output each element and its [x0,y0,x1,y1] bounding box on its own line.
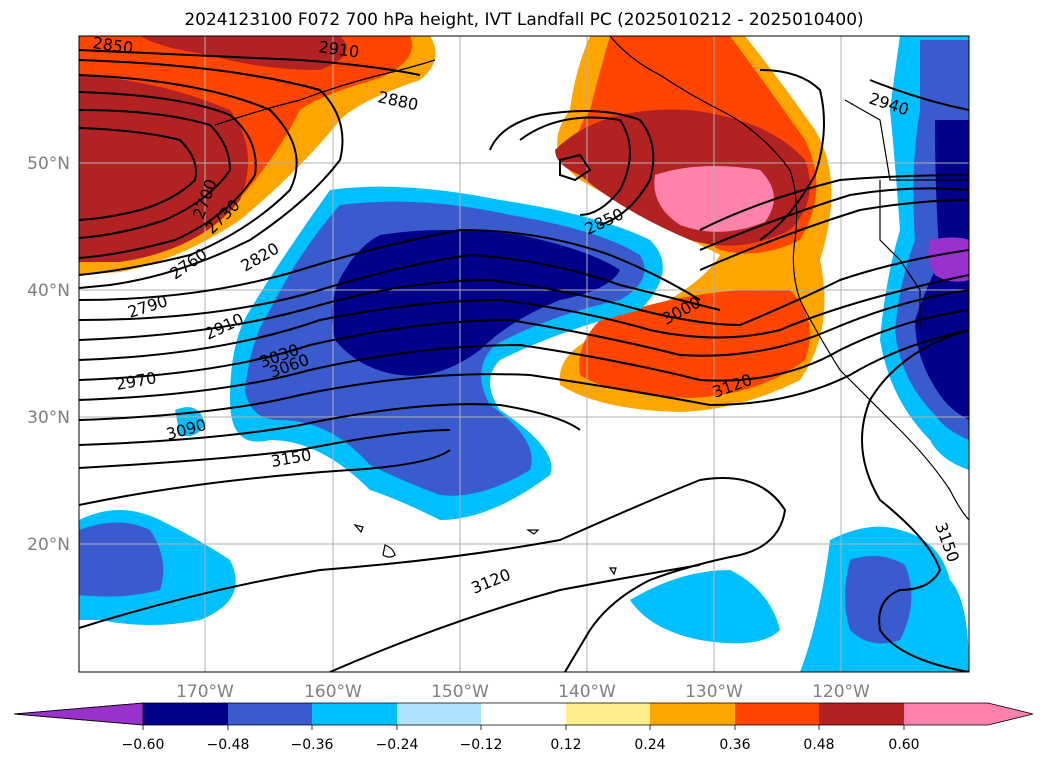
colorbar-tick: 0.60 [888,737,919,753]
colorbar-swatch [228,703,312,725]
coastlines [214,36,969,576]
colorbar-swatch [481,703,566,725]
colorbar-tick: 0.48 [803,737,834,753]
colorbar-swatch [312,703,397,725]
colorbar-swatch [397,703,481,725]
map-panel: 2850 2910 2880 2940 2700 2730 2760 2790 … [79,33,969,672]
colorbar: −0.60 −0.48 −0.36 −0.24 −0.12 0.12 0.24 … [13,702,1034,753]
lon-label: 130°W [685,682,743,702]
colorbar-tick: 0.36 [719,737,750,753]
figure-title: 2024123100 F072 700 hPa height, IVT Land… [184,10,863,30]
lat-label: 40°N [27,281,70,301]
colorbar-swatch [819,703,904,725]
colorbar-tick: −0.24 [376,737,419,753]
contour-label: 2850 [91,33,134,57]
colorbar-tick: −0.60 [122,737,165,753]
colorbar-min-extend [13,702,144,726]
colorbar-max-extend [904,703,1033,725]
lon-label: 140°W [558,682,616,702]
lon-label: 170°W [176,682,234,702]
longitude-labels: 170°W 160°W 150°W 140°W 130°W 120°W [176,682,870,702]
colorbar-swatch [566,703,650,725]
lon-label: 150°W [431,682,489,702]
latitude-labels: 50°N 40°N 30°N 20°N [27,154,70,555]
height-contours [79,49,969,672]
lon-label: 120°W [812,682,870,702]
map-frame [78,35,970,673]
colorbar-tick: −0.12 [460,737,503,753]
lat-label: 50°N [27,154,70,174]
lat-label: 30°N [27,408,70,428]
positive-anomaly-nw [79,36,436,275]
negative-anomaly-coast [880,36,969,470]
lat-label: 20°N [27,535,70,555]
colorbar-swatch [735,703,819,725]
colorbar-tick: 0.24 [634,737,665,753]
colorbar-swatch [143,703,228,725]
colorbar-tick: 0.12 [550,737,581,753]
colorbar-tick: −0.48 [207,737,250,753]
negative-anomaly-south [79,510,969,672]
lon-label: 160°W [304,682,362,702]
colorbar-tick: −0.36 [291,737,334,753]
colorbar-swatch [650,703,735,725]
